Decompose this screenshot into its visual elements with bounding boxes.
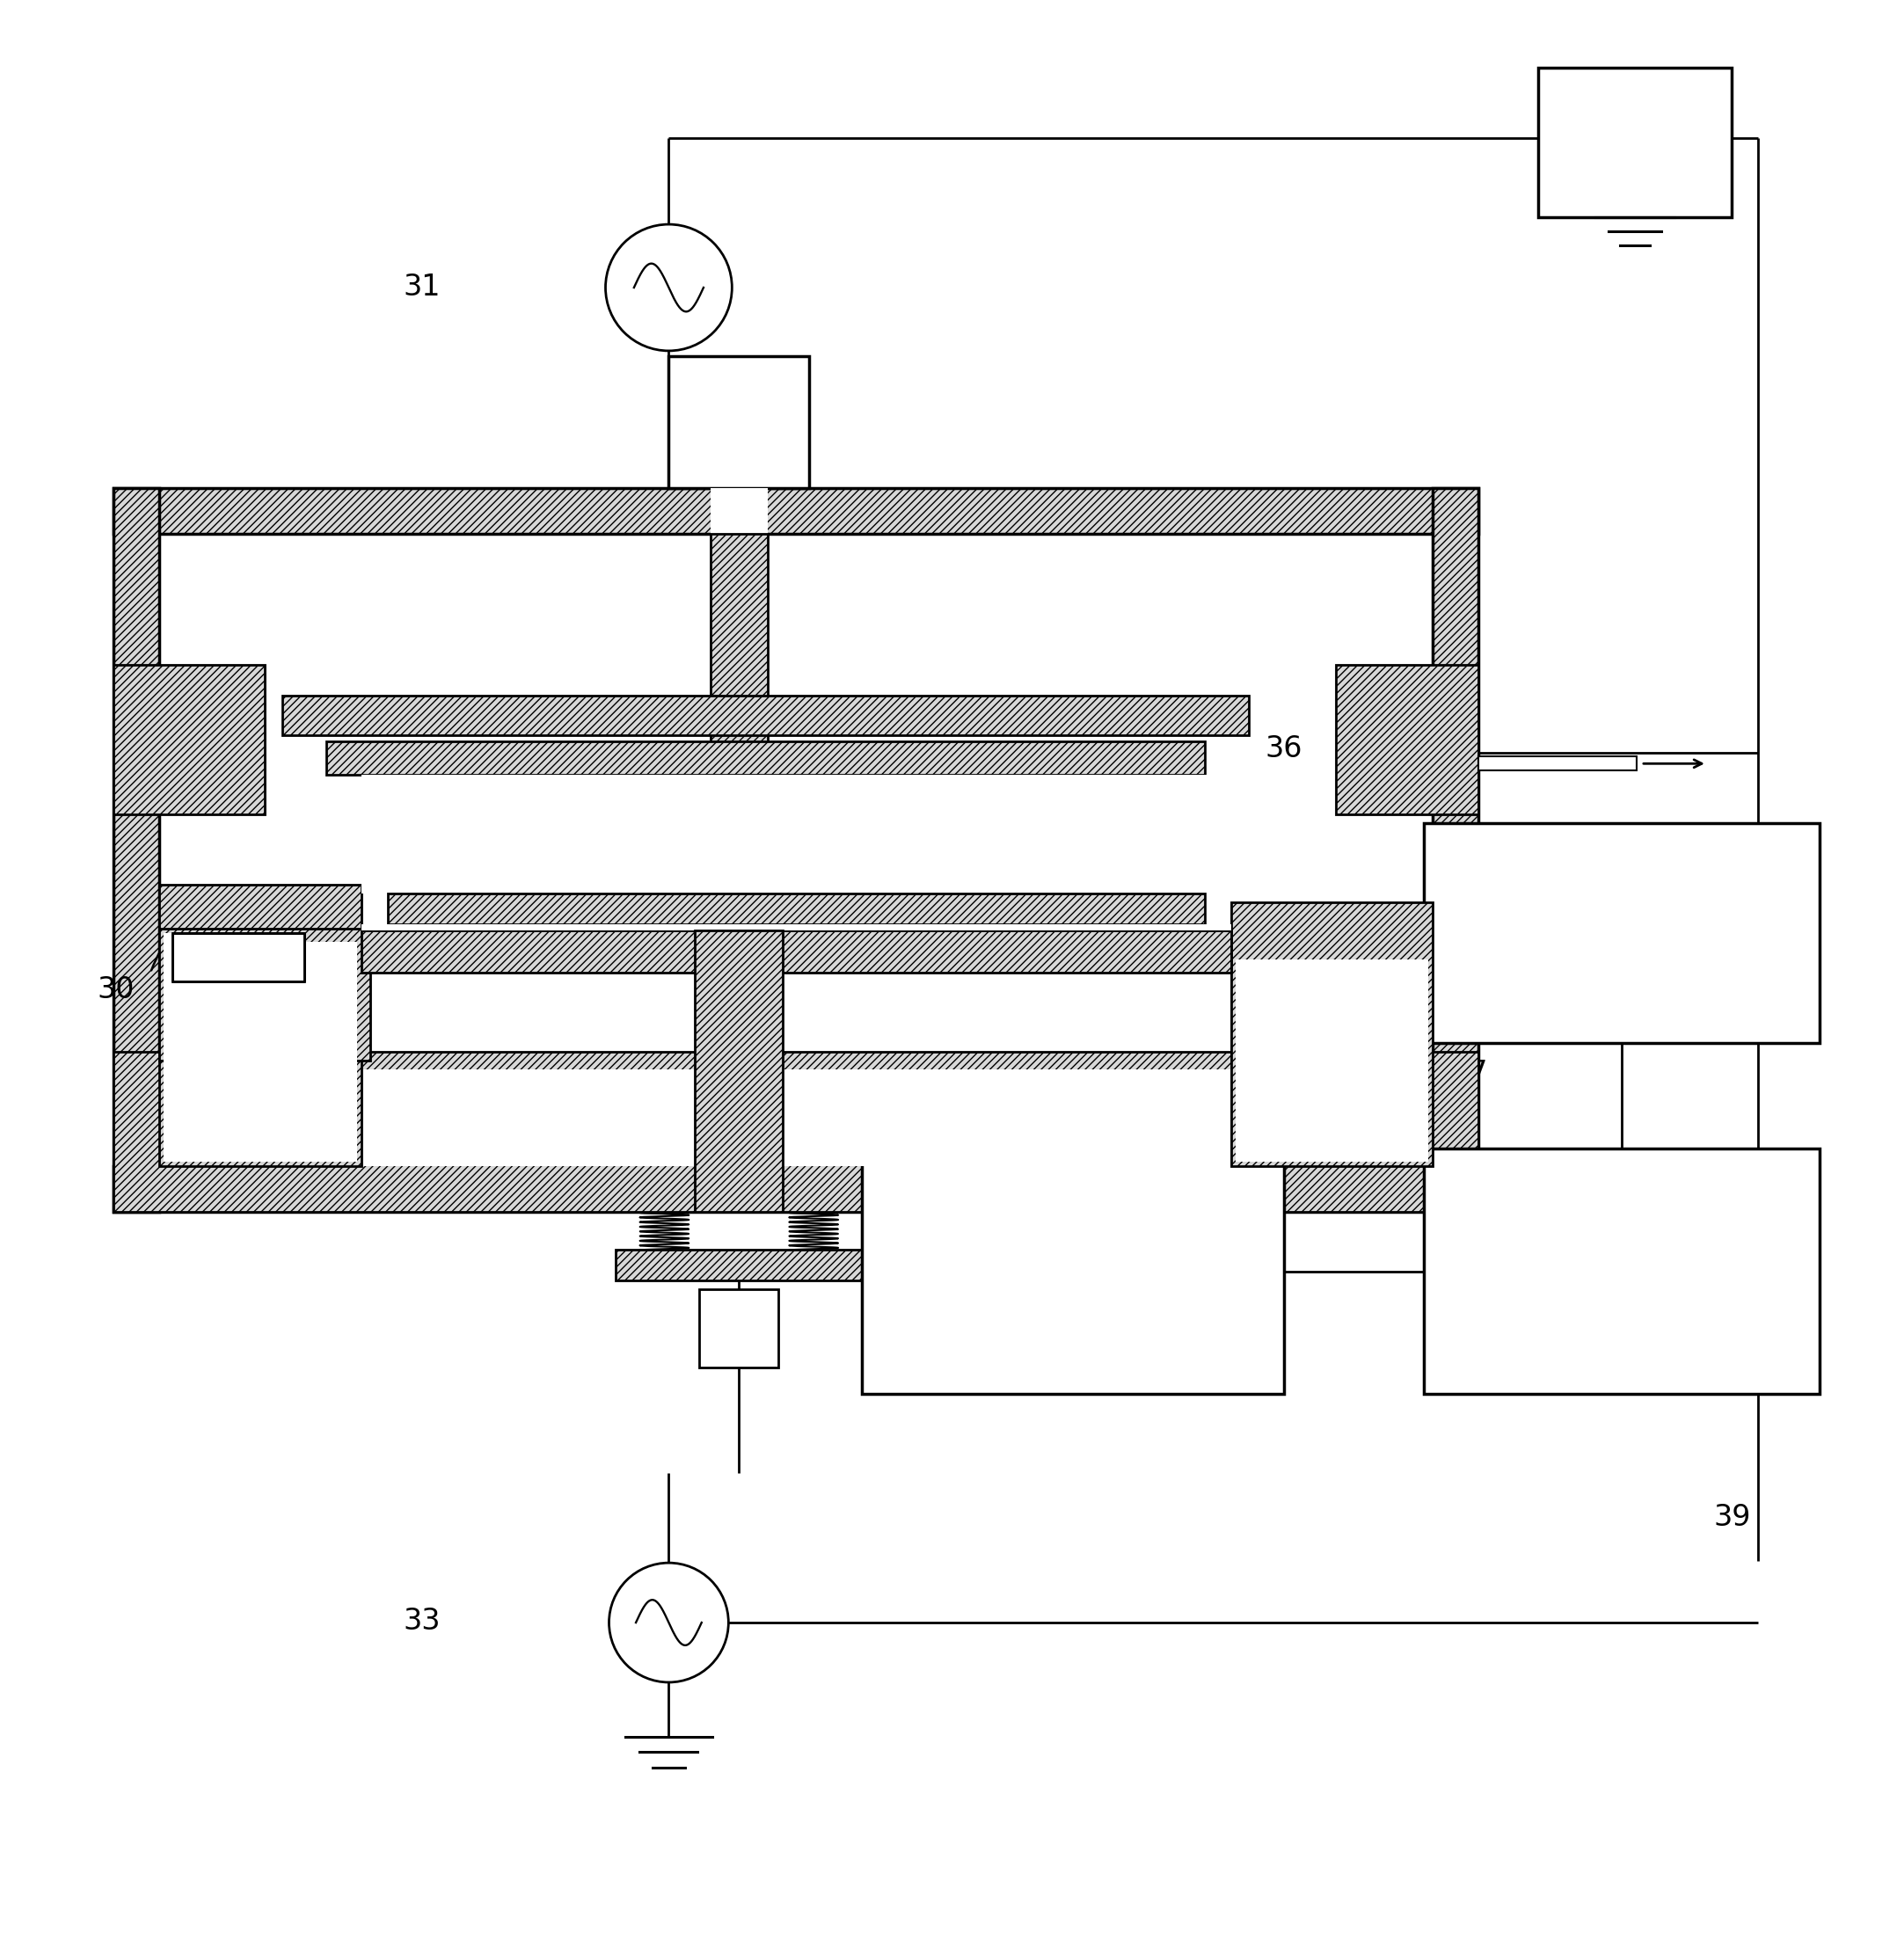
Text: SUPPLY: SUPPLY [1573,921,1670,945]
Text: GAS: GAS [1596,873,1649,896]
Bar [697,1166,781,1212]
Text: 33: 33 [404,1606,440,1635]
Text: 32: 32 [817,733,855,762]
Bar [164,933,305,1030]
Bar [617,1249,863,1280]
Bar [362,774,1230,894]
Bar [1538,68,1731,217]
Bar [362,923,1230,931]
Bar [114,1166,1479,1212]
Text: 34: 34 [272,1115,310,1145]
Text: 31: 31 [404,274,440,303]
Text: MEANS: MEANS [1575,970,1668,993]
Bar [362,931,1230,972]
Text: 39: 39 [1714,1504,1752,1533]
Bar [1337,665,1479,815]
Text: 30: 30 [97,976,133,1005]
Bar [173,933,305,982]
Text: GAS: GAS [1045,1209,1101,1232]
Bar [114,665,265,815]
Bar [699,1288,779,1368]
Text: 35: 35 [1318,989,1356,1018]
Text: 37: 37 [1451,1059,1487,1088]
Bar [1479,757,1637,770]
Bar [160,1069,1434,1166]
Circle shape [605,225,731,351]
Bar [164,943,356,1162]
Bar [1434,487,1479,1212]
Bar [326,741,1205,774]
Bar [710,534,767,745]
Bar [710,487,767,534]
Bar [160,534,1434,1166]
Bar [160,929,369,1061]
Bar [1424,1148,1820,1395]
Text: 38: 38 [1038,1234,1076,1263]
Text: MEANS: MEANS [1026,1311,1120,1333]
Bar [1230,902,1434,1166]
Bar [668,357,809,487]
Text: CONTROL: CONTROL [1559,1230,1683,1251]
Bar [114,487,1479,534]
Bar [1236,960,1428,1162]
Text: UNIT: UNIT [1590,1290,1653,1313]
Text: DISCHARGE: DISCHARGE [998,1259,1148,1282]
Bar [388,894,1205,923]
Bar [695,931,783,1212]
Bar [1424,823,1820,1044]
Text: 36: 36 [1264,733,1302,762]
Bar [114,1051,1479,1212]
Bar [114,487,160,1212]
Bar [326,735,1205,741]
Bar [160,885,362,1166]
Text: 29: 29 [316,883,354,912]
Bar [282,696,1249,735]
Circle shape [609,1564,729,1682]
Bar [863,1148,1283,1395]
